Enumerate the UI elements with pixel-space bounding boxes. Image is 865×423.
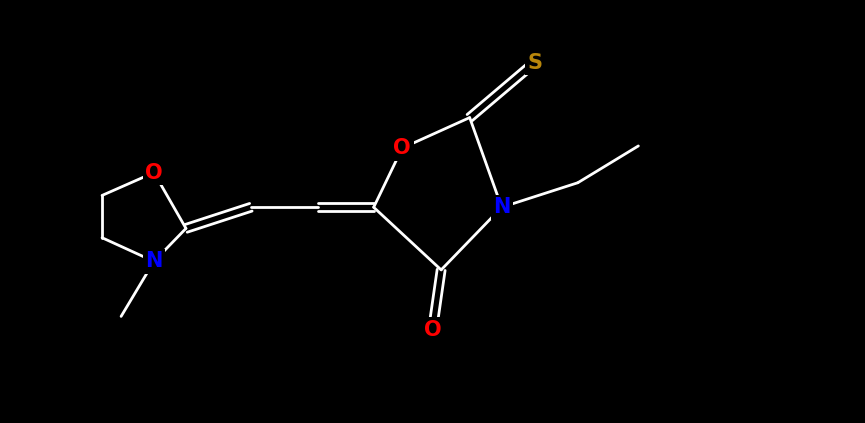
Text: O: O <box>424 320 441 340</box>
Text: S: S <box>527 52 542 73</box>
Text: N: N <box>493 197 510 217</box>
Text: N: N <box>145 251 163 272</box>
Text: O: O <box>394 138 411 158</box>
Text: O: O <box>145 162 163 183</box>
